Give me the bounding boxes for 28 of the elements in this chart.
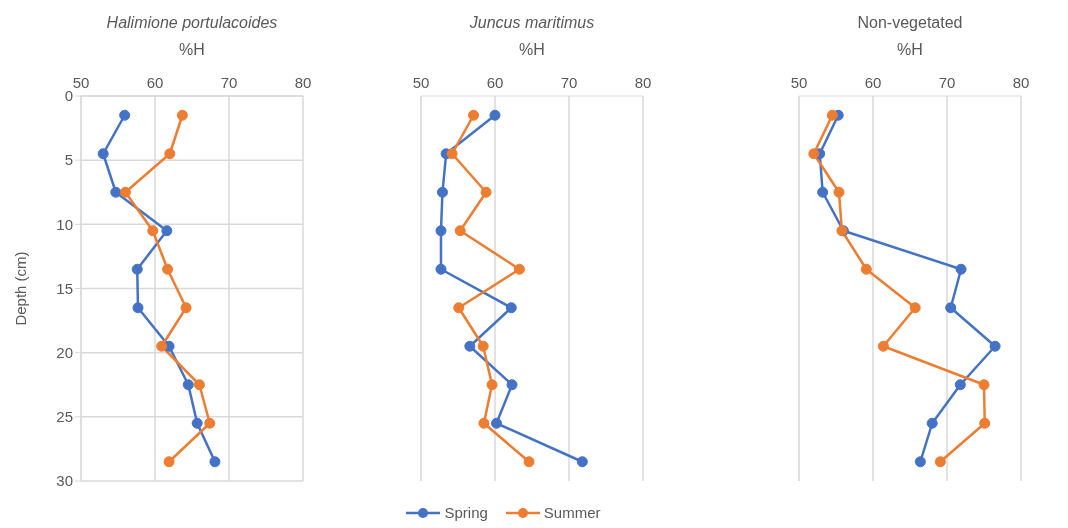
- x-tick-label: 50: [412, 74, 430, 91]
- x-tick-label: 60: [146, 74, 164, 91]
- y-tick-label: 0: [64, 87, 73, 105]
- x-tick-label: 80: [1012, 74, 1030, 91]
- x-tick-label: 60: [864, 74, 882, 91]
- y-tick-label: 15: [56, 279, 73, 297]
- legend-label: Summer: [543, 504, 601, 521]
- x-tick-label: 60: [486, 74, 504, 91]
- legend-label: Spring: [444, 504, 488, 521]
- y-tick-label: 30: [56, 472, 73, 490]
- y-axis-title: Depth (cm): [12, 251, 30, 326]
- chart-title: Halimione portulacoides: [105, 14, 279, 32]
- chart-title: Juncus maritimus: [468, 14, 596, 32]
- x-tick-label: 50: [72, 74, 90, 91]
- y-tick-label: 20: [56, 343, 73, 361]
- x-tick-label: 80: [294, 74, 312, 91]
- x-tick-label: 70: [938, 74, 956, 91]
- y-tick-label: 10: [56, 215, 73, 233]
- chart-title: Non-vegetated: [856, 14, 964, 32]
- x-tick-label: 70: [560, 74, 578, 91]
- x-axis-title: %H: [518, 41, 546, 59]
- x-axis-title: %H: [178, 41, 206, 59]
- x-tick-label: 50: [790, 74, 808, 91]
- y-tick-label: 5: [64, 151, 73, 169]
- x-tick-label: 80: [634, 74, 652, 91]
- x-tick-label: 70: [220, 74, 238, 91]
- x-axis-title: %H: [896, 41, 924, 59]
- y-tick-label: 25: [56, 408, 73, 426]
